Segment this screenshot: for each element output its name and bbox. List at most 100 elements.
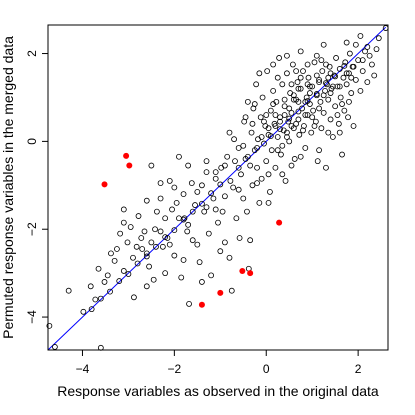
data-point	[288, 123, 295, 129]
highlighted-point	[126, 162, 133, 169]
data-point	[238, 171, 244, 178]
data-point	[274, 74, 281, 81]
data-point	[281, 112, 288, 118]
data-point	[301, 123, 307, 129]
data-point	[316, 147, 322, 154]
data-point	[313, 72, 320, 79]
data-point	[329, 83, 336, 90]
data-point	[135, 213, 142, 219]
data-point	[311, 123, 318, 129]
data-point	[284, 52, 290, 59]
data-point	[339, 101, 345, 107]
data-point	[332, 103, 339, 110]
data-point	[341, 62, 348, 69]
data-point	[267, 133, 274, 140]
data-point	[166, 178, 173, 184]
data-point	[272, 164, 279, 171]
data-point	[286, 105, 293, 112]
data-point	[141, 228, 148, 235]
data-point	[186, 300, 192, 307]
data-point	[95, 265, 102, 272]
x-axis-title: Response variables as observed in the or…	[57, 383, 379, 399]
data-point	[203, 204, 210, 211]
data-point	[288, 81, 295, 88]
x-tick-label: −4	[76, 362, 90, 376]
data-point	[232, 158, 238, 165]
data-point	[300, 68, 306, 75]
data-point	[357, 87, 364, 94]
data-point	[143, 283, 150, 290]
data-point	[153, 208, 160, 215]
data-point	[357, 33, 364, 39]
data-point	[244, 153, 251, 160]
data-point	[325, 96, 332, 103]
data-point	[316, 105, 322, 112]
data-point	[278, 151, 284, 158]
y-tick-label: −4	[25, 310, 39, 324]
data-point	[335, 120, 342, 127]
data-point	[203, 158, 210, 165]
data-point	[319, 68, 326, 75]
data-point	[282, 178, 289, 184]
data-point	[212, 175, 219, 182]
data-point	[302, 145, 309, 151]
data-point	[277, 126, 283, 132]
data-point	[249, 182, 256, 189]
data-point	[359, 57, 366, 64]
data-point	[120, 268, 127, 274]
data-point	[116, 278, 123, 284]
data-point	[226, 129, 233, 136]
data-point	[323, 81, 330, 88]
data-point	[355, 57, 362, 64]
data-point	[169, 206, 175, 213]
data-point	[180, 191, 187, 197]
data-point	[226, 254, 233, 261]
data-point	[162, 270, 169, 277]
data-point	[261, 118, 267, 125]
data-point	[297, 153, 304, 160]
data-point	[203, 169, 210, 176]
data-point	[194, 241, 201, 248]
data-point	[287, 90, 294, 96]
data-point	[171, 252, 178, 259]
data-point	[277, 114, 283, 121]
data-point	[212, 206, 219, 213]
data-point	[279, 142, 286, 149]
y-tick-label: 0	[25, 138, 39, 145]
data-point	[345, 114, 351, 121]
data-point	[46, 322, 53, 329]
data-point	[240, 142, 247, 149]
data-point	[346, 98, 352, 105]
data-point	[279, 81, 286, 88]
highlighted-point	[276, 219, 283, 226]
data-point	[101, 279, 108, 285]
data-point	[295, 116, 302, 123]
data-point	[133, 243, 140, 250]
data-point	[157, 195, 164, 202]
data-point	[247, 237, 254, 244]
data-point	[336, 129, 343, 136]
data-point	[316, 77, 322, 83]
data-point	[350, 63, 357, 70]
data-point	[302, 98, 309, 105]
data-point	[334, 112, 341, 118]
data-point	[107, 288, 113, 295]
data-point	[208, 190, 215, 197]
data-point	[194, 188, 201, 195]
data-point	[364, 44, 371, 50]
data-point	[267, 107, 274, 114]
data-point	[148, 239, 155, 246]
data-point	[265, 171, 272, 178]
data-point	[201, 208, 208, 215]
data-point	[87, 283, 94, 290]
highlighted-point	[101, 181, 108, 188]
data-point	[219, 208, 226, 215]
data-point	[228, 287, 235, 294]
data-point	[256, 70, 263, 77]
data-point	[343, 70, 350, 77]
data-point	[231, 136, 237, 143]
data-point	[108, 250, 114, 257]
highlighted-point	[198, 301, 205, 308]
data-point	[310, 107, 317, 114]
plot-frame	[47, 24, 389, 351]
